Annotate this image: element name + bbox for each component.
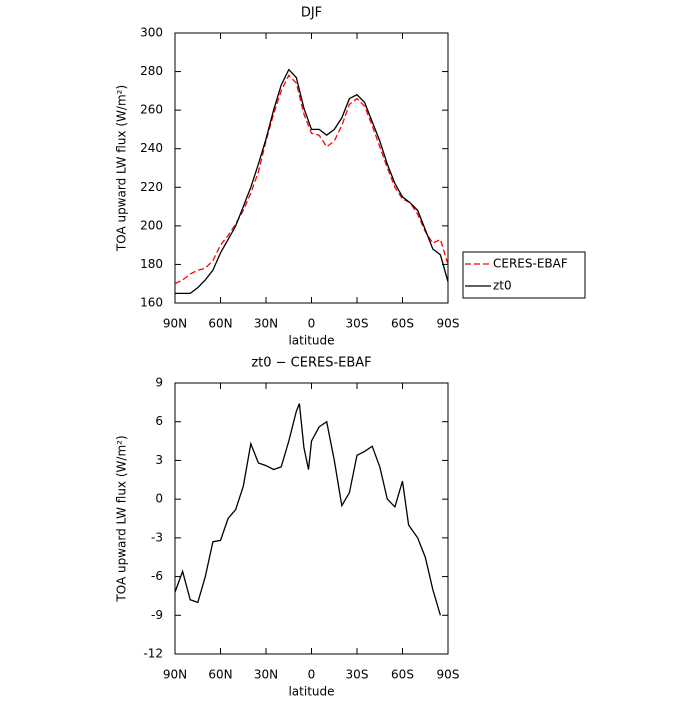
- x-tick-label: 60N: [208, 317, 232, 331]
- x-tick-label: 30N: [254, 317, 278, 331]
- legend-box: [462, 251, 586, 299]
- y-tick-label: 240: [140, 141, 163, 155]
- y-tick-label: 300: [140, 26, 163, 40]
- y-tick-label: 260: [140, 103, 163, 117]
- x-tick-label: 90N: [163, 668, 187, 682]
- y-tick-label: -6: [151, 569, 163, 583]
- legend-label: CERES-EBAF: [493, 257, 568, 271]
- x-tick-label: 0: [308, 317, 316, 331]
- x-tick-label: 60S: [391, 668, 414, 682]
- y-axis-label: TOA upward LW flux (W/m²): [115, 435, 129, 602]
- y-tick-label: 280: [140, 64, 163, 78]
- y-tick-label: 220: [140, 180, 163, 194]
- x-axis-label: latitude: [288, 334, 334, 348]
- data-line: [175, 68, 449, 295]
- y-tick-label: -9: [151, 608, 163, 622]
- x-tick-label: 90S: [437, 668, 460, 682]
- x-tick-label: 0: [308, 668, 316, 682]
- x-tick-label: 60N: [208, 668, 232, 682]
- x-tick-label: 30N: [254, 668, 278, 682]
- y-tick-label: 160: [140, 296, 163, 310]
- y-tick-label: 9: [155, 376, 163, 390]
- x-tick-label: 90N: [163, 317, 187, 331]
- data-line: [174, 403, 442, 616]
- x-tick-label: 90S: [437, 317, 460, 331]
- x-tick-label: 60S: [391, 317, 414, 331]
- y-tick-label: 6: [155, 414, 163, 428]
- x-tick-label: 30S: [346, 668, 369, 682]
- y-tick-label: -12: [143, 647, 163, 661]
- y-tick-label: 200: [140, 218, 163, 232]
- chart-title: zt0 − CERES-EBAF: [251, 356, 371, 371]
- y-tick-label: 180: [140, 257, 163, 271]
- y-tick-label: 0: [155, 492, 163, 506]
- x-axis-label: latitude: [288, 685, 334, 699]
- y-tick-label: -3: [151, 530, 163, 544]
- y-tick-label: 3: [155, 453, 163, 467]
- data-line: [174, 74, 449, 285]
- chart-title: DJF: [301, 6, 322, 21]
- legend-label: zt0: [493, 279, 512, 293]
- x-tick-label: 30S: [346, 317, 369, 331]
- y-axis-label: TOA upward LW flux (W/m²): [115, 85, 129, 252]
